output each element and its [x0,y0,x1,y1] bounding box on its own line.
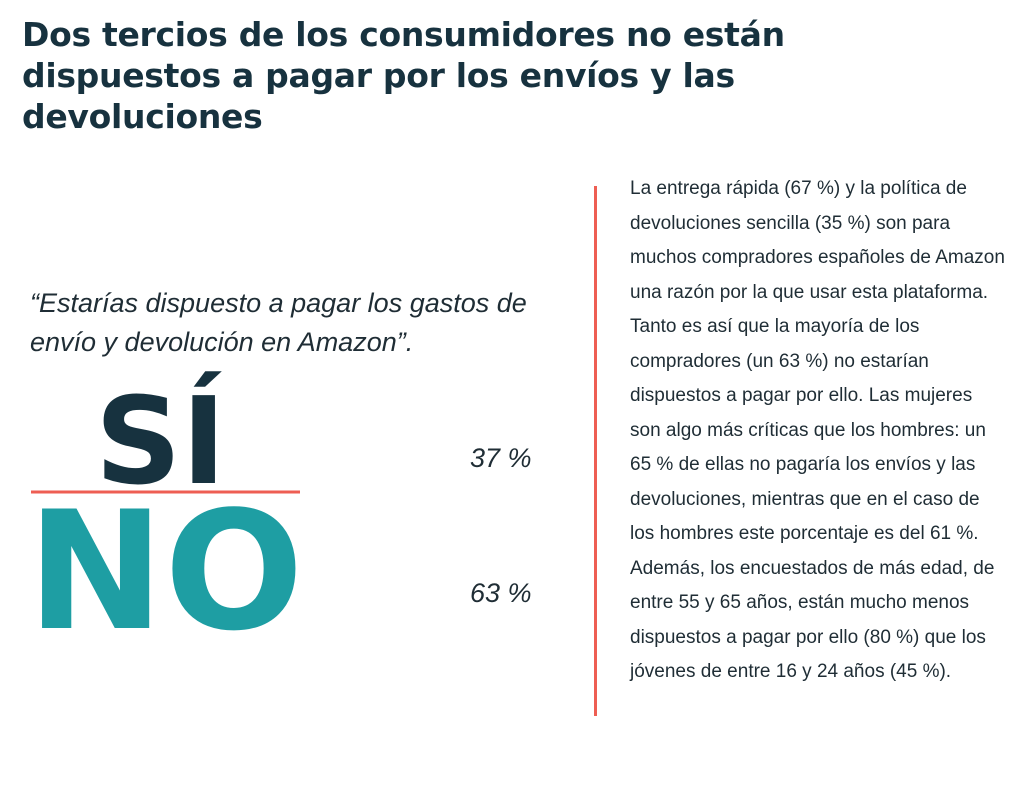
answer-chart: SÍ NO 37 % 63 % [27,372,532,667]
value-label-no: 63 % [470,578,532,608]
value-label-si: 37 % [470,443,532,473]
body-paragraph: La entrega rápida (67 %) y la política d… [630,178,1005,682]
answer-label-no: NO [27,476,304,667]
page-title: Dos tercios de los consumidores no están… [22,15,785,136]
column-divider [594,186,597,716]
survey-question: “Estarías dispuesto a pagar los gastos d… [30,288,527,357]
answer-label-si: SÍ [95,372,226,512]
